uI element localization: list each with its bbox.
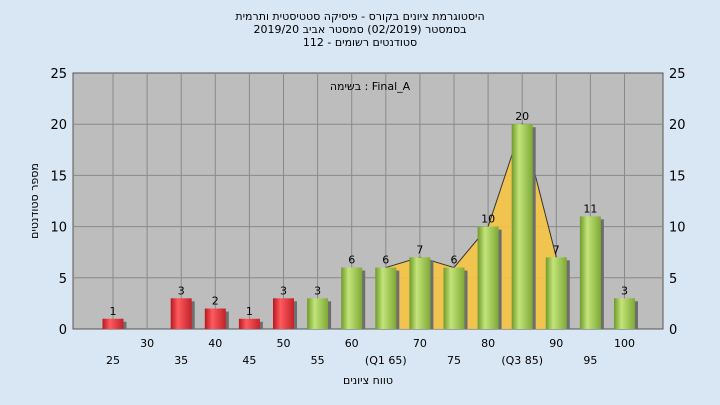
x-tick-label: 35 — [174, 354, 188, 367]
y-tick-label-left: 15 — [50, 169, 67, 184]
x-tick-label: 100 — [614, 337, 635, 350]
bar — [375, 267, 397, 329]
bar — [273, 298, 294, 329]
x-tick-label: 25 — [106, 354, 120, 367]
bar-value-label: 2 — [212, 295, 219, 308]
y-axis-left-ticks: 0 5 10 15 20 25 — [50, 67, 67, 338]
y-axis-label: מספר סטודנטים — [28, 163, 41, 239]
y-tick-label-right: 20 — [669, 118, 686, 133]
bar — [511, 124, 533, 329]
bar-value-label: 1 — [246, 305, 253, 318]
bar-value-label: 6 — [348, 254, 355, 267]
bar — [238, 318, 260, 329]
x-tick-label: 60 — [345, 337, 359, 350]
x-tick-label: 90 — [549, 337, 563, 350]
x-axis-label: טווח ציונים — [343, 374, 393, 387]
bar — [545, 257, 567, 329]
bar-value-label: 7 — [553, 243, 560, 256]
x-tick-label: 80 — [481, 337, 495, 350]
x-tick-label: 50 — [277, 337, 291, 350]
x-tick-label: 55 — [311, 354, 325, 367]
chart-title-line-3: סטודנטים רשומים - 112 — [302, 36, 418, 49]
y-tick-label-right: 10 — [669, 221, 686, 236]
bar — [307, 298, 329, 329]
bar — [614, 298, 635, 329]
bars — [102, 124, 638, 329]
bar — [579, 216, 601, 329]
y-tick-label-left: 5 — [59, 272, 67, 287]
x-axis-ticks: 25 30 35 40 45 50 55 60 (Q1 65) 70 75 80 (Q3 85) 90 95… — [106, 337, 635, 367]
bar-value-label: 11 — [583, 202, 597, 215]
bar-value-label: 20 — [515, 110, 529, 123]
plot-area — [72, 72, 664, 330]
x-tick-label: 45 — [242, 354, 256, 367]
bar-value-label: 7 — [416, 243, 423, 256]
bar-value-label: 3 — [621, 284, 628, 297]
chart-subtitle: בשימה : Final_A — [330, 80, 411, 93]
bar — [443, 267, 465, 329]
y-tick-label-right: 5 — [669, 272, 677, 287]
y-tick-label-left: 25 — [50, 67, 67, 82]
bar — [409, 257, 431, 329]
y-axis-right-ticks: 0 5 10 15 20 25 — [669, 67, 686, 338]
chart-title-line-2: בסמסטר (02/2019) סמסטר אביב 2019/20 — [253, 23, 467, 36]
bar — [341, 267, 363, 329]
bar-value-label: 6 — [451, 254, 458, 267]
y-tick-label-left: 20 — [50, 118, 67, 133]
x-tick-label: 95 — [583, 354, 597, 367]
x-tick-label: 70 — [413, 337, 427, 350]
y-tick-label-right: 0 — [669, 323, 677, 338]
y-tick-label-right: 25 — [669, 67, 686, 82]
chart-title-line-1: היסטוגרמת ציונים בקורס - פיסיקה סטטיסטית… — [235, 10, 485, 23]
y-tick-label-right: 15 — [669, 169, 686, 184]
bar-value-label: 3 — [314, 284, 321, 297]
x-tick-label: (Q1 65) — [365, 354, 407, 367]
y-tick-label-left: 0 — [59, 323, 67, 338]
x-tick-label: 40 — [208, 337, 222, 350]
bar — [477, 226, 499, 329]
bar-value-label: 10 — [481, 213, 495, 226]
x-tick-label: 75 — [447, 354, 461, 367]
bar — [170, 298, 192, 329]
x-tick-label: 30 — [140, 337, 154, 350]
bar-value-label: 3 — [178, 284, 185, 297]
y-tick-label-left: 10 — [50, 221, 67, 236]
bar-value-label: 1 — [110, 305, 117, 318]
bar — [204, 308, 226, 329]
x-tick-label: (Q3 85) — [501, 354, 543, 367]
bar-value-label: 3 — [280, 284, 287, 297]
bar-value-labels: 1 3 2 1 3 3 6 6 7 6 10 20 7 11 3 — [110, 110, 629, 318]
bar-value-label: 6 — [382, 254, 389, 267]
bar — [102, 318, 124, 329]
